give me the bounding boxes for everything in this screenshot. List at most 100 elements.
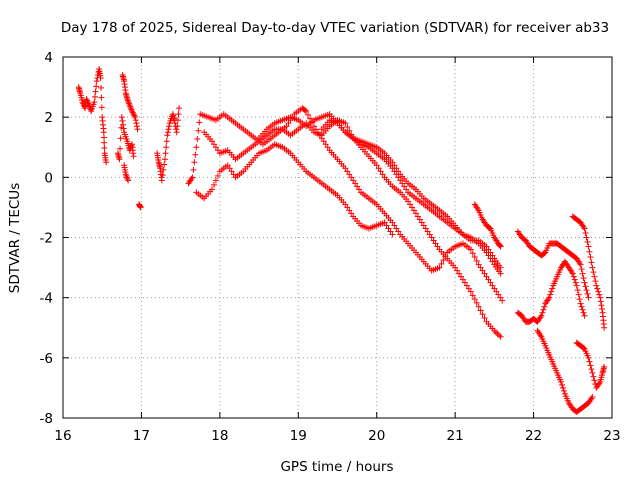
data-point (489, 282, 496, 289)
data-point (350, 177, 357, 184)
data-point (559, 384, 566, 391)
data-point (489, 252, 496, 259)
data-point (401, 183, 408, 190)
data-point (584, 290, 591, 297)
data-point (310, 123, 317, 130)
data-point (496, 332, 503, 339)
data-point (579, 270, 586, 277)
data-point (596, 291, 603, 298)
data-point (487, 279, 494, 286)
data-point (458, 273, 465, 280)
data-point (342, 120, 349, 127)
x-tick-label: 19 (290, 428, 307, 444)
data-point (560, 387, 567, 394)
series-arc-i (201, 117, 504, 340)
data-point (352, 180, 359, 187)
data-point (164, 132, 171, 139)
data-point (585, 243, 592, 250)
data-point (377, 168, 384, 175)
data-point (426, 231, 433, 238)
data-point (100, 134, 107, 141)
data-point (117, 145, 124, 152)
data-point (483, 243, 490, 250)
data-points (75, 66, 608, 415)
data-point (410, 207, 417, 214)
data-point (583, 234, 590, 241)
data-point (160, 166, 167, 173)
data-point (125, 177, 132, 184)
data-point (548, 288, 555, 295)
data-point (477, 264, 484, 271)
data-point (547, 291, 554, 298)
data-point (391, 162, 398, 169)
x-tick-label: 23 (603, 428, 620, 444)
axis-ticks (62, 56, 613, 419)
data-point (581, 225, 588, 232)
data-point (100, 129, 107, 136)
data-point (161, 156, 168, 163)
data-point (491, 285, 498, 292)
data-point (481, 270, 488, 277)
data-point (583, 287, 590, 294)
data-point (117, 135, 124, 142)
data-point (230, 171, 237, 178)
data-point (176, 105, 183, 112)
y-axis-label: SDTVAR / TECUs (7, 183, 23, 293)
data-point (580, 345, 587, 352)
data-point (577, 300, 584, 307)
data-point (597, 298, 604, 305)
y-tick-label: 4 (44, 50, 53, 66)
data-point (373, 162, 380, 169)
data-point (479, 267, 486, 274)
data-point (98, 84, 105, 91)
x-tick-label: 21 (447, 428, 464, 444)
data-point (540, 306, 547, 313)
data-point (395, 168, 402, 175)
data-point (574, 287, 581, 294)
data-point (541, 303, 548, 310)
data-point (578, 266, 585, 273)
data-point (549, 285, 556, 292)
data-point (344, 204, 351, 211)
data-point (173, 126, 180, 133)
data-point (539, 309, 546, 316)
data-point (494, 330, 501, 337)
data-point (601, 363, 608, 370)
series-arc-q (573, 339, 608, 391)
data-point (103, 159, 110, 166)
data-point (434, 243, 441, 250)
data-point (428, 234, 435, 241)
data-point (497, 242, 504, 249)
data-point (212, 177, 219, 184)
data-point (389, 231, 396, 238)
data-point (475, 261, 482, 268)
data-point (577, 261, 584, 268)
data-point (467, 288, 474, 295)
data-point (228, 168, 235, 175)
data-point (436, 264, 443, 271)
data-point (192, 151, 199, 158)
data-point (193, 144, 200, 151)
data-point (166, 123, 173, 130)
chart-title: Day 178 of 2025, Sidereal Day-to-day VTE… (61, 20, 609, 36)
x-tick-label: 20 (368, 428, 385, 444)
data-point (123, 174, 130, 181)
data-point (342, 201, 349, 208)
data-point (590, 269, 597, 276)
data-point (414, 213, 421, 220)
y-tick-label: -2 (40, 231, 53, 247)
data-point (389, 219, 396, 226)
data-point (381, 219, 388, 226)
data-point (497, 270, 504, 277)
data-point (465, 285, 472, 292)
data-point (189, 174, 196, 181)
data-point (469, 292, 476, 299)
data-point (133, 120, 140, 127)
data-point (595, 288, 602, 295)
data-point (120, 125, 127, 132)
data-point (589, 264, 596, 271)
data-point (569, 270, 576, 277)
data-point (580, 275, 587, 282)
data-point (412, 210, 419, 217)
